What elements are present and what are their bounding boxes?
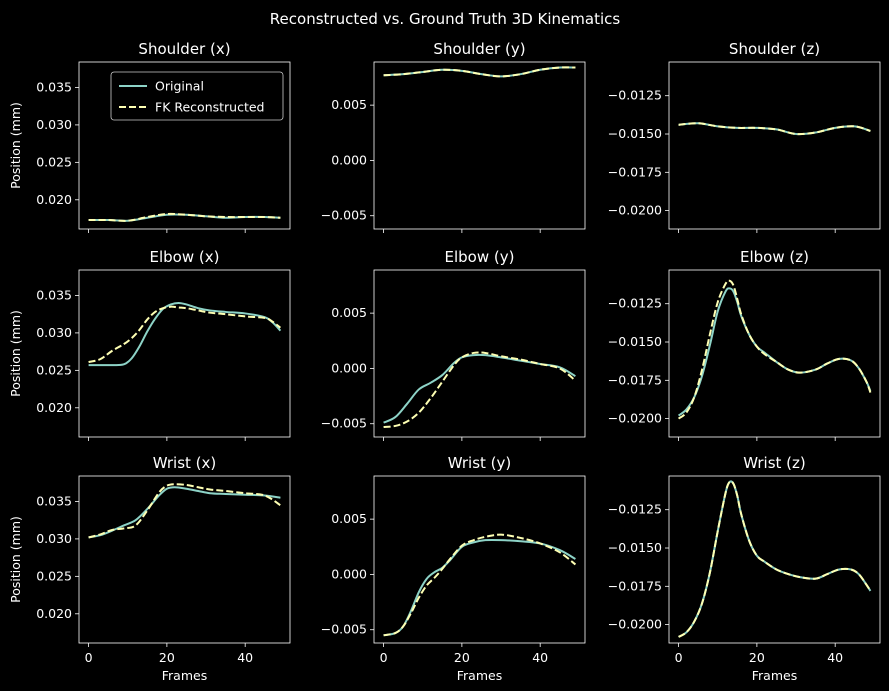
series-line-fk-reconstructed	[677, 279, 872, 420]
ytick-label: −0.0200	[608, 203, 662, 218]
series-line-fk-reconstructed	[383, 351, 577, 429]
series-line-fk-reconstructed	[383, 66, 576, 78]
ytick-label: −0.0200	[608, 617, 662, 632]
subplot-elbow-y: Elbow (y) −0.005 0.000 0.005	[321, 248, 586, 441]
x-axis-label: Frames	[457, 668, 502, 683]
y-axis-label: Position (mm)	[8, 516, 23, 603]
xtick-label: 0	[85, 650, 93, 665]
series-line-fk-reconstructed	[383, 533, 577, 637]
series-line-original	[88, 301, 282, 367]
xtick-label: 20	[454, 650, 470, 665]
ytick-label: 0.025	[36, 568, 72, 583]
axes-frame	[373, 269, 586, 438]
x-axis-label: Frames	[162, 668, 207, 683]
xtick-label: 40	[237, 650, 253, 665]
ytick-label: −0.0200	[608, 411, 662, 426]
subplot-title: Elbow (y)	[445, 248, 515, 266]
ytick-label: 0.000	[331, 360, 367, 375]
ytick-label: 0.035	[36, 493, 72, 508]
axes-frame	[78, 475, 291, 644]
ytick-label: 0.035	[36, 79, 72, 94]
xtick-label: 0	[380, 650, 388, 665]
subplot-wrist-z: Wrist (z) −0.0200 −0.0175 −0.0150 −0.0125 0 20…	[608, 454, 881, 683]
xtick-label: 40	[532, 650, 548, 665]
ytick-label: 0.035	[36, 287, 72, 302]
ytick-label: 0.005	[331, 511, 367, 526]
subplot-shoulder-x: Shoulder (x) 0.020 0.025 0.030 0.035 Position…	[8, 40, 291, 233]
y-axis-label: Position (mm)	[8, 310, 23, 397]
legend-box	[110, 71, 284, 121]
ytick-label: 0.000	[331, 152, 367, 167]
subplot-shoulder-z: Shoulder (z) −0.0200 −0.0175 −0.0150 −0.0125	[608, 40, 881, 233]
subplot-title: Shoulder (y)	[433, 40, 525, 58]
ytick-label: −0.0175	[608, 578, 662, 593]
series-line-fk-reconstructed	[678, 122, 871, 136]
ytick-label: −0.0125	[608, 502, 662, 517]
subplot-wrist-y: Wrist (y) −0.005 0.000 0.005 0 20 40 Frames	[321, 454, 586, 683]
ytick-label: 0.030	[36, 531, 72, 546]
subplot-grid: Shoulder (x) 0.020 0.025 0.030 0.035 Position…	[8, 40, 881, 683]
subplot-wrist-x: Wrist (x) 0.020 0.025 0.030 0.035 0 20 40 Frames…	[8, 454, 291, 683]
axes-frame	[373, 475, 586, 644]
ytick-label: 0.000	[331, 566, 367, 581]
xtick-label: 20	[749, 650, 765, 665]
series-line-fk-reconstructed	[88, 212, 281, 222]
ytick-label: 0.005	[331, 305, 367, 320]
ytick-label: 0.020	[36, 606, 72, 621]
ytick-label: 0.025	[36, 362, 72, 377]
subplot-title: Wrist (z)	[743, 454, 806, 472]
ytick-label: 0.020	[36, 192, 72, 207]
ytick-label: −0.0175	[608, 372, 662, 387]
subplot-elbow-x: Elbow (x) 0.020 0.025 0.030 0.035 Position (m…	[8, 248, 291, 441]
subplot-title: Elbow (x)	[150, 248, 220, 266]
series-line-fk-reconstructed	[88, 305, 282, 364]
axes-frame	[78, 61, 291, 230]
series-line-fk-reconstructed	[678, 480, 872, 638]
xtick-label: 20	[159, 650, 175, 665]
subplot-title: Wrist (x)	[153, 454, 217, 472]
subplot-elbow-z: Elbow (z) −0.0200 −0.0175 −0.0150 −0.0125	[608, 248, 881, 441]
subplot-title: Wrist (y)	[448, 454, 512, 472]
axes-frame	[668, 61, 881, 230]
axes-frame	[668, 475, 881, 644]
ytick-label: −0.005	[321, 416, 367, 431]
ytick-label: −0.0150	[608, 126, 662, 141]
ytick-label: −0.0175	[608, 164, 662, 179]
ytick-label: 0.025	[36, 154, 72, 169]
ytick-label: −0.0150	[608, 540, 662, 555]
ytick-label: 0.030	[36, 325, 72, 340]
figure-title: Reconstructed vs. Ground Truth 3D Kinema…	[270, 10, 621, 28]
subplot-title: Elbow (z)	[740, 248, 809, 266]
series-line-fk-reconstructed	[88, 483, 281, 539]
legend-label: FK Reconstructed	[155, 100, 265, 115]
ytick-label: 0.030	[36, 117, 72, 132]
xtick-label: 40	[827, 650, 843, 665]
ytick-label: −0.0125	[608, 88, 662, 103]
legend-label: Original	[155, 79, 204, 94]
subplot-title: Shoulder (x)	[138, 40, 230, 58]
legend: Original FK Reconstructed	[110, 71, 284, 121]
ytick-label: −0.005	[321, 208, 367, 223]
subplot-shoulder-y: Shoulder (y) −0.005 0.000 0.005	[321, 40, 586, 233]
axes-frame	[78, 269, 291, 438]
ytick-label: 0.020	[36, 400, 72, 415]
ytick-label: −0.0125	[608, 296, 662, 311]
axes-frame	[373, 61, 586, 230]
ytick-label: −0.0150	[608, 334, 662, 349]
ytick-label: 0.005	[331, 97, 367, 112]
axes-frame	[668, 269, 881, 438]
xtick-label: 0	[675, 650, 683, 665]
x-axis-label: Frames	[752, 668, 797, 683]
ytick-label: −0.005	[321, 622, 367, 637]
y-axis-label: Position (mm)	[8, 102, 23, 189]
subplot-title: Shoulder (z)	[729, 40, 820, 58]
